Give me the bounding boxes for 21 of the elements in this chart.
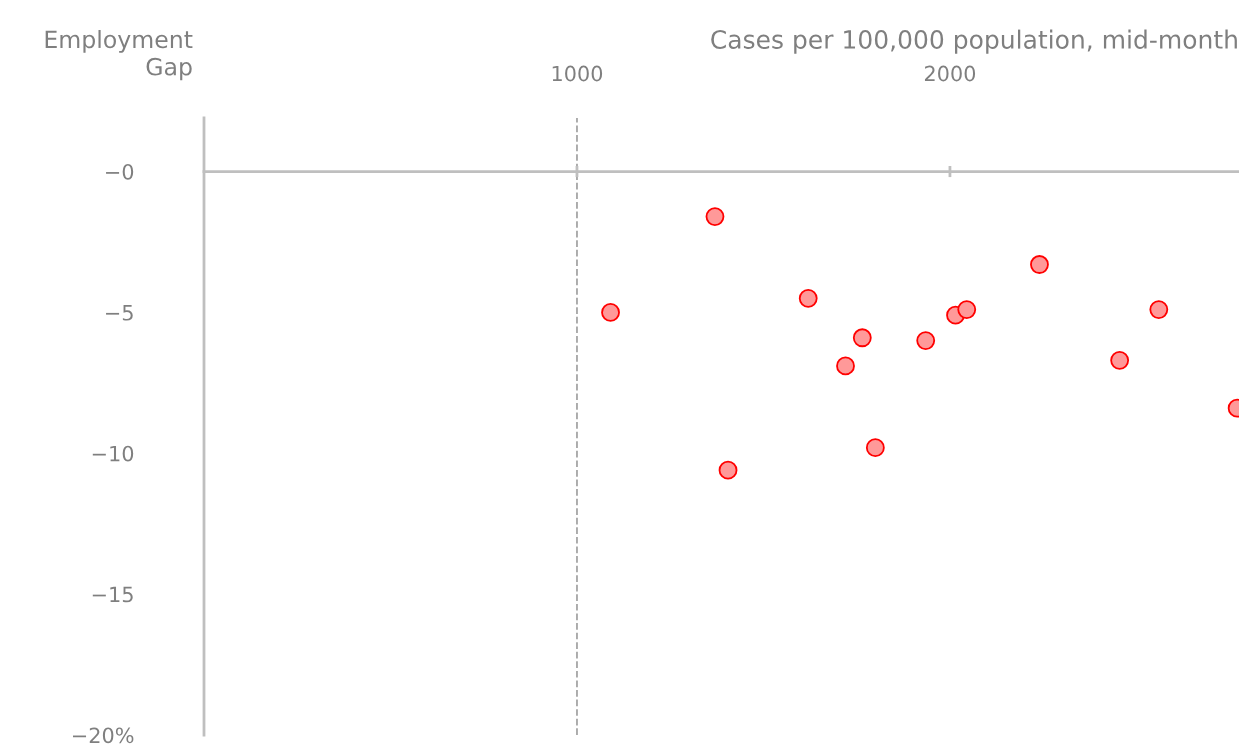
y-tick-label: −5	[106, 305, 133, 321]
point	[601, 302, 620, 322]
y-tick-label: −0	[106, 163, 134, 180]
y-tick-label: −15	[92, 586, 133, 603]
point	[852, 328, 872, 348]
x-axis-title: Cases per 100,000 population, mid-month	[711, 29, 1237, 54]
point	[836, 356, 855, 376]
point	[718, 460, 738, 480]
point	[705, 207, 725, 227]
y-tick-label: −10	[92, 445, 134, 462]
y-axis-title: Employment Gap	[45, 30, 193, 81]
x-tick-label: 1000	[552, 65, 603, 82]
y-tick-label: −20%	[73, 727, 134, 744]
point	[865, 438, 885, 458]
point	[957, 300, 977, 319]
point	[1110, 350, 1130, 370]
x-tick-label: 2000	[924, 65, 976, 82]
point	[1149, 300, 1169, 319]
point	[916, 331, 936, 350]
point	[798, 288, 818, 308]
point	[1030, 255, 1049, 274]
